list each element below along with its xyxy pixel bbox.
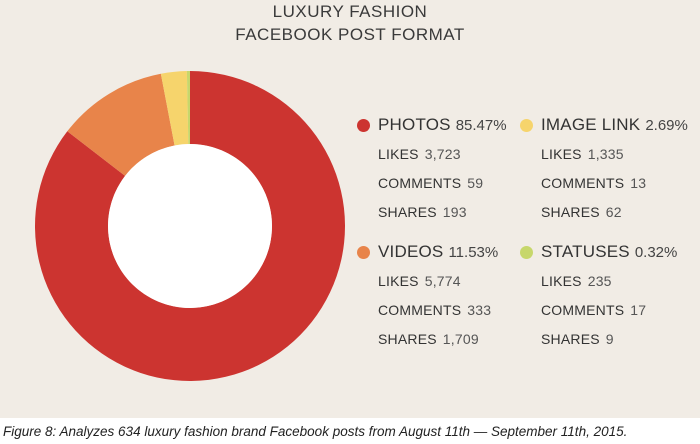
image-link-comments-label: COMMENTS xyxy=(541,175,625,191)
videos-comments-label: COMMENTS xyxy=(378,302,462,318)
videos-likes: LIKES 5,774 xyxy=(378,273,461,289)
chart-title-line-1: LUXURY FASHION xyxy=(272,2,428,21)
legend-dot-photos xyxy=(357,118,370,132)
photos-likes-label: LIKES xyxy=(378,146,419,162)
legend-percent-photos: 85.47% xyxy=(455,116,507,134)
photos-shares-label: SHARES xyxy=(378,204,437,220)
statuses-likes-value: 235 xyxy=(587,273,612,289)
photos-likes-value: 3,723 xyxy=(424,146,461,162)
photos-comments-value: 59 xyxy=(467,175,484,191)
videos-comments-value: 333 xyxy=(467,302,492,318)
photos-likes: LIKES 3,723 xyxy=(378,146,461,162)
photos-comments: COMMENTS 59 xyxy=(378,175,483,191)
statuses-shares: SHARES 9 xyxy=(541,331,614,347)
donut-slice-videos xyxy=(67,73,175,176)
legend-label-image-link: IMAGE LINK xyxy=(541,115,641,134)
videos-shares: SHARES 1,709 xyxy=(378,331,479,347)
image-link-comments-value: 13 xyxy=(630,175,647,191)
image-link-shares-label: SHARES xyxy=(541,204,600,220)
legend-percent-image-link: 2.69% xyxy=(645,116,688,134)
legend-dot-image-link xyxy=(520,118,533,132)
figure-caption: Figure 8: Analyzes 634 luxury fashion br… xyxy=(3,424,628,439)
image-link-likes-label: LIKES xyxy=(541,146,582,162)
image-link-shares-value: 62 xyxy=(605,204,622,220)
legend-percent-videos: 11.53% xyxy=(448,243,499,261)
image-link-likes-value: 1,335 xyxy=(587,146,624,162)
legend-dot-videos xyxy=(357,245,370,259)
videos-likes-value: 5,774 xyxy=(424,273,461,289)
legend-label-statuses: STATUSES xyxy=(541,242,630,261)
donut-slice-statuses xyxy=(186,71,190,145)
statuses-comments-label: COMMENTS xyxy=(541,302,625,318)
donut-hole xyxy=(108,144,272,308)
legend-label-photos: PHOTOS xyxy=(378,115,451,134)
photos-comments-label: COMMENTS xyxy=(378,175,462,191)
statuses-likes-label: LIKES xyxy=(541,273,582,289)
legend-videos: VIDEOS 11.53% xyxy=(357,241,498,263)
photos-shares-value: 193 xyxy=(442,204,467,220)
donut-slice-photos xyxy=(35,71,345,381)
legend-dot-statuses xyxy=(520,245,533,259)
videos-shares-label: SHARES xyxy=(378,331,437,347)
videos-shares-value: 1,709 xyxy=(442,331,479,347)
donut-chart xyxy=(35,71,345,381)
statuses-comments: COMMENTS 17 xyxy=(541,302,646,318)
image-link-shares: SHARES 62 xyxy=(541,204,622,220)
chart-panel: LUXURY FASHION FACEBOOK POST FORMAT PHOT… xyxy=(0,0,700,418)
statuses-likes: LIKES 235 xyxy=(541,273,612,289)
statuses-comments-value: 17 xyxy=(630,302,647,318)
statuses-shares-value: 9 xyxy=(605,331,614,347)
legend-image-link: IMAGE LINK 2.69% xyxy=(520,114,688,136)
photos-shares: SHARES 193 xyxy=(378,204,467,220)
legend-percent-statuses: 0.32% xyxy=(634,243,678,261)
legend-label-videos: VIDEOS xyxy=(378,242,444,261)
legend-photos: PHOTOS 85.47% xyxy=(357,114,507,136)
videos-likes-label: LIKES xyxy=(378,273,419,289)
image-link-comments: COMMENTS 13 xyxy=(541,175,646,191)
legend-statuses: STATUSES 0.32% xyxy=(520,241,677,263)
donut-slice-image-link xyxy=(160,71,189,146)
chart-title-line-2: FACEBOOK POST FORMAT xyxy=(235,25,465,44)
videos-comments: COMMENTS 333 xyxy=(378,302,491,318)
image-link-likes: LIKES 1,335 xyxy=(541,146,624,162)
statuses-shares-label: SHARES xyxy=(541,331,600,347)
